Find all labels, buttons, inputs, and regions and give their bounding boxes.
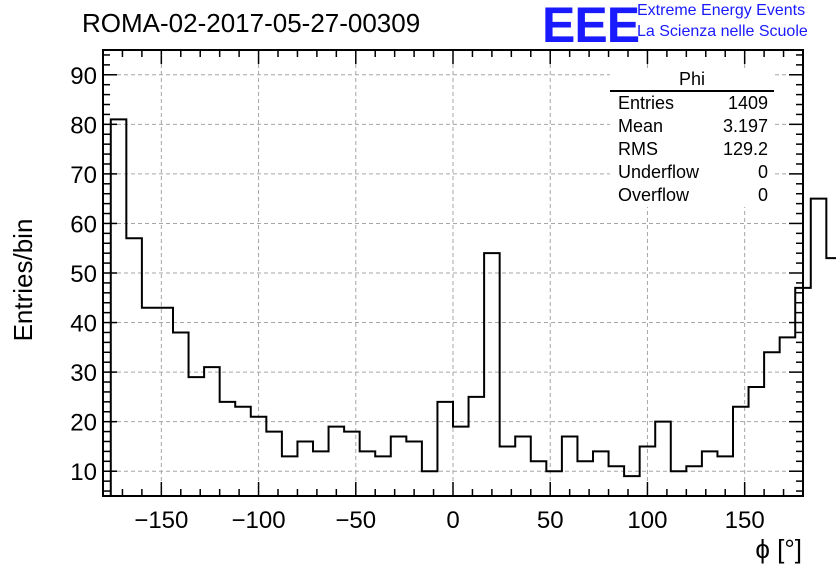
- histogram-bin: [546, 471, 562, 496]
- histogram-bin: [173, 332, 189, 496]
- histogram-bin: [562, 437, 578, 496]
- histogram-bin: [329, 427, 345, 496]
- histogram-bin: [780, 337, 796, 496]
- histogram-bin: [624, 476, 640, 496]
- histogram-bin: [266, 432, 282, 496]
- stats-label: Underflow: [618, 162, 700, 182]
- histogram-bin: [671, 471, 687, 496]
- run-title: ROMA-02-2017-05-27-00309: [82, 8, 421, 38]
- x-tick-label: 100: [627, 507, 667, 534]
- histogram-bin: [360, 451, 376, 496]
- histogram-bin: [391, 437, 407, 496]
- x-tick-label: −100: [232, 507, 286, 534]
- histogram-bin: [344, 432, 360, 496]
- x-tick-label: 0: [446, 507, 459, 534]
- y-tick-label: 90: [70, 63, 97, 90]
- stats-row-overflow: Overflow 0: [610, 184, 774, 207]
- x-tick-label: 150: [725, 507, 765, 534]
- histogram-bin: [500, 446, 516, 496]
- stats-row-underflow: Underflow 0: [610, 161, 774, 184]
- x-axis-label: ϕ [°]: [755, 534, 802, 564]
- y-tick-label: 50: [70, 261, 97, 288]
- histogram-bin: [282, 456, 298, 496]
- x-axis: −150 −100 −50 0 50 100 150: [102, 50, 804, 534]
- stats-name: Phi: [610, 68, 774, 92]
- histogram-bin: [297, 441, 313, 496]
- histogram-bin: [655, 422, 671, 496]
- eee-logo: EEE: [542, 0, 640, 53]
- histogram-bin: [531, 461, 547, 496]
- stats-label: RMS: [618, 139, 658, 159]
- y-axis: 10 20 30 40 50 60 70 80 90: [70, 54, 803, 492]
- histogram-bin: [749, 387, 765, 496]
- histogram-outline: [109, 118, 836, 496]
- histogram-bin: [577, 461, 593, 496]
- histogram-bin: [235, 407, 251, 496]
- stats-label: Overflow: [618, 185, 690, 205]
- stats-row-entries: Entries 1409: [610, 92, 774, 115]
- histogram-bin: [593, 451, 609, 496]
- histogram-bin: [157, 308, 173, 496]
- stats-label: Mean: [618, 116, 664, 136]
- y-tick-label: 80: [70, 112, 97, 139]
- eee-logo-line1: Extreme Energy Events: [637, 2, 806, 19]
- stats-label: Entries: [618, 93, 675, 113]
- histogram-bin: [826, 258, 836, 496]
- histogram-bin: [142, 308, 158, 496]
- histogram-bin: [733, 407, 749, 496]
- histogram-bin: [686, 466, 702, 496]
- y-tick-label: 40: [70, 311, 97, 338]
- histogram-bin: [764, 352, 780, 496]
- histogram-bin: [702, 451, 718, 496]
- histogram-bin: [609, 466, 625, 496]
- y-tick-label: 70: [70, 162, 97, 189]
- stats-box: Phi Entries 1409 Mean 3.197 RMS 129.2 Under…: [610, 68, 774, 207]
- stats-row-mean: Mean 3.197: [610, 115, 774, 138]
- histogram-bars: [109, 118, 836, 496]
- histogram-bin: [406, 441, 422, 496]
- histogram-bin: [469, 397, 485, 496]
- histogram-bin: [515, 437, 531, 496]
- stats-value: 3.197: [722, 116, 768, 136]
- y-tick-label: 60: [70, 211, 97, 238]
- histogram-bin: [437, 402, 453, 496]
- histogram-bin: [453, 427, 469, 496]
- y-tick-label: 30: [70, 360, 97, 387]
- stats-value: 129.2: [722, 139, 768, 159]
- stats-value: 0: [757, 162, 768, 182]
- histogram-bin: [313, 451, 329, 496]
- eee-logo-line2: La Scienza nelle Scuole: [637, 23, 808, 40]
- y-axis-label: Entries/bin: [8, 218, 38, 342]
- histogram-bin: [220, 402, 236, 496]
- histogram-bin: [375, 456, 391, 496]
- x-tick-label: −150: [134, 507, 188, 534]
- histogram-bin: [189, 377, 205, 496]
- y-tick-label: 20: [70, 410, 97, 437]
- stats-value: 0: [757, 185, 768, 205]
- histogram-bin: [204, 367, 220, 496]
- histogram-bin: [126, 238, 142, 496]
- stats-row-rms: RMS 129.2: [610, 138, 774, 161]
- histogram-bin: [111, 119, 127, 496]
- stats-value: 1409: [727, 93, 768, 113]
- histogram-bin: [422, 471, 438, 496]
- x-tick-label: −50: [335, 507, 376, 534]
- y-tick-label: 10: [70, 459, 97, 486]
- histogram-bin: [811, 199, 827, 496]
- x-tick-label: 50: [537, 507, 564, 534]
- histogram-bin: [484, 253, 500, 496]
